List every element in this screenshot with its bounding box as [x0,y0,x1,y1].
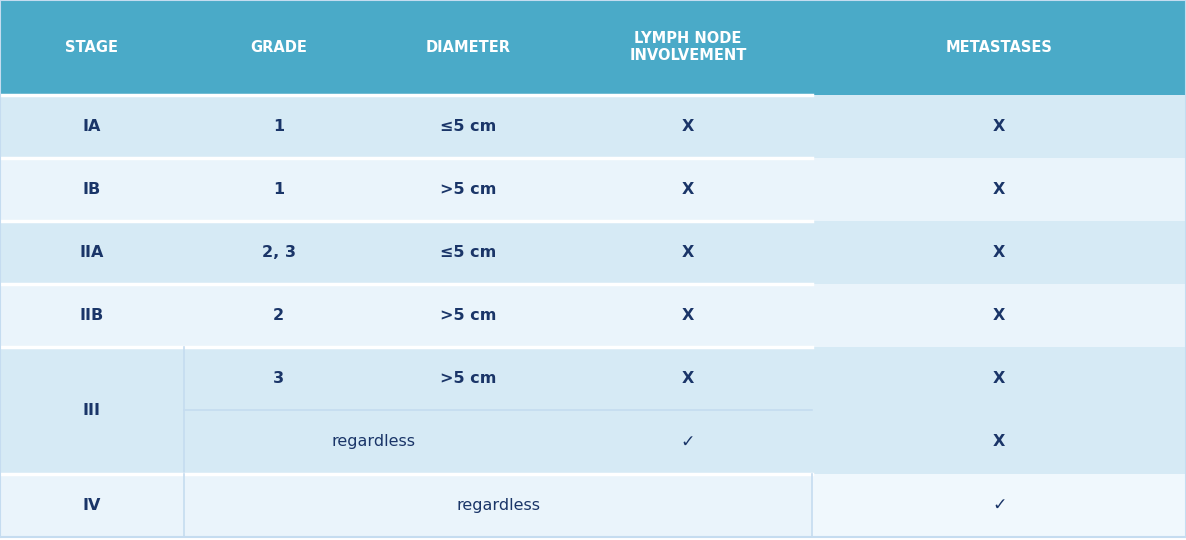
Text: X: X [993,245,1006,260]
Text: DIAMETER: DIAMETER [426,40,511,55]
Text: IV: IV [83,498,101,512]
Text: X: X [993,372,1006,386]
Bar [812,158,1186,221]
Text: 1: 1 [273,119,285,133]
Bar [0,94,184,158]
Text: X: X [993,308,1006,323]
Bar [0,158,184,221]
Bar [374,158,563,221]
Text: ≤5 cm: ≤5 cm [440,119,497,133]
Bar [0,347,184,474]
Bar [184,94,374,158]
Text: III: III [83,403,101,418]
Text: >5 cm: >5 cm [440,372,497,386]
Text: >5 cm: >5 cm [440,308,497,323]
Bar [812,94,1186,158]
Bar [0,284,184,347]
Text: X: X [993,435,1006,449]
Text: IB: IB [83,182,101,197]
Text: ✓: ✓ [991,496,1007,514]
Bar [563,347,812,474]
Text: GRADE: GRADE [250,40,307,55]
Bar [184,284,374,347]
Text: ≤5 cm: ≤5 cm [440,245,497,260]
Bar [0,221,184,284]
Bar [563,94,812,158]
Text: >5 cm: >5 cm [440,182,497,197]
Bar [374,474,563,537]
Text: IA: IA [83,119,101,133]
Bar [374,347,563,474]
Bar [812,221,1186,284]
Bar [374,221,563,284]
Text: LYMPH NODE
INVOLVEMENT: LYMPH NODE INVOLVEMENT [630,31,746,63]
Text: ✓: ✓ [681,433,695,451]
Bar [0,474,184,537]
Bar [184,221,374,284]
Bar [563,284,812,347]
Bar [812,0,1186,94]
Text: STAGE: STAGE [65,40,119,55]
Bar [563,158,812,221]
Bar [374,0,563,94]
Text: IIB: IIB [79,308,104,323]
Text: regardless: regardless [332,435,415,449]
Bar [0,0,184,94]
Text: X: X [682,182,694,197]
Text: IIA: IIA [79,245,104,260]
Bar [563,474,812,537]
Bar [812,474,1186,537]
Text: X: X [682,245,694,260]
Bar [812,284,1186,347]
Text: X: X [682,119,694,133]
Bar [812,474,1186,537]
Text: X: X [682,372,694,386]
Text: 1: 1 [273,182,285,197]
Text: METASTASES: METASTASES [945,40,1053,55]
Text: X: X [993,182,1006,197]
Bar [563,0,812,94]
Bar [184,0,374,94]
Text: 2: 2 [273,308,285,323]
Bar [184,347,374,474]
Bar [184,474,374,537]
Text: regardless: regardless [457,498,540,512]
Text: 2, 3: 2, 3 [262,245,295,260]
Bar [563,221,812,284]
Bar [184,158,374,221]
Text: 3: 3 [273,372,285,386]
Bar [374,94,563,158]
Bar [812,347,1186,474]
Bar [374,284,563,347]
Text: X: X [682,308,694,323]
Text: X: X [993,119,1006,133]
